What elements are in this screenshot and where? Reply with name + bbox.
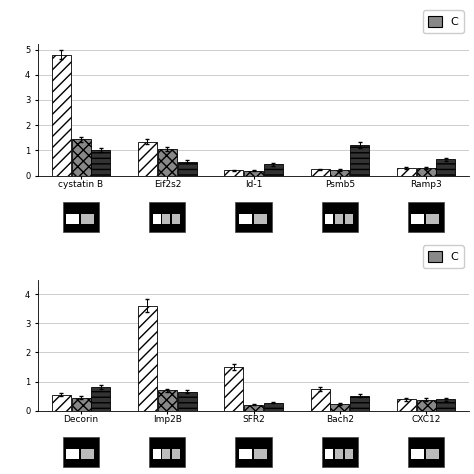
Bar <box>437 399 456 410</box>
Bar <box>330 170 349 176</box>
Bar <box>335 214 343 224</box>
Bar <box>437 159 456 176</box>
Bar <box>149 437 185 466</box>
Bar <box>417 400 436 410</box>
Bar <box>163 214 171 224</box>
Bar <box>153 214 161 224</box>
Bar <box>236 201 272 232</box>
Bar <box>91 150 110 176</box>
Bar <box>244 405 263 410</box>
Bar <box>345 214 353 224</box>
Bar <box>411 449 424 459</box>
Bar <box>63 437 99 466</box>
Bar <box>322 437 358 466</box>
Bar <box>244 171 263 176</box>
Bar <box>178 162 197 176</box>
Bar <box>81 214 94 224</box>
Bar <box>224 170 243 176</box>
Bar <box>310 169 329 176</box>
Bar <box>330 404 349 410</box>
Bar <box>158 390 177 410</box>
Bar <box>52 395 71 410</box>
Bar <box>350 146 369 176</box>
Bar <box>345 449 353 459</box>
Bar <box>411 214 424 224</box>
Legend: C: C <box>423 10 464 33</box>
Bar <box>224 367 243 410</box>
Bar <box>254 449 266 459</box>
Bar <box>239 449 252 459</box>
Bar <box>72 398 91 410</box>
Bar <box>72 139 91 176</box>
Bar <box>426 214 439 224</box>
Bar <box>264 164 283 176</box>
Bar <box>172 214 180 224</box>
Bar <box>408 201 444 232</box>
Bar <box>325 449 333 459</box>
Bar <box>66 449 79 459</box>
Bar <box>81 449 94 459</box>
Bar <box>153 449 161 459</box>
Bar <box>138 306 157 410</box>
Bar <box>239 214 252 224</box>
Bar <box>322 201 358 232</box>
Bar <box>408 437 444 466</box>
Bar <box>236 437 272 466</box>
Bar <box>63 201 99 232</box>
Bar <box>178 392 197 410</box>
Bar <box>158 149 177 176</box>
Bar <box>149 201 185 232</box>
Bar <box>264 402 283 410</box>
Bar <box>426 449 439 459</box>
Bar <box>52 55 71 176</box>
Bar <box>91 387 110 410</box>
Bar <box>335 449 343 459</box>
Bar <box>310 389 329 410</box>
Bar <box>397 168 416 176</box>
Bar <box>254 214 266 224</box>
Bar <box>417 168 436 176</box>
Bar <box>397 399 416 410</box>
Legend: C: C <box>423 246 464 268</box>
Bar <box>138 142 157 176</box>
Bar <box>163 449 171 459</box>
Bar <box>350 395 369 410</box>
Bar <box>325 214 333 224</box>
Bar <box>66 214 79 224</box>
Bar <box>172 449 180 459</box>
